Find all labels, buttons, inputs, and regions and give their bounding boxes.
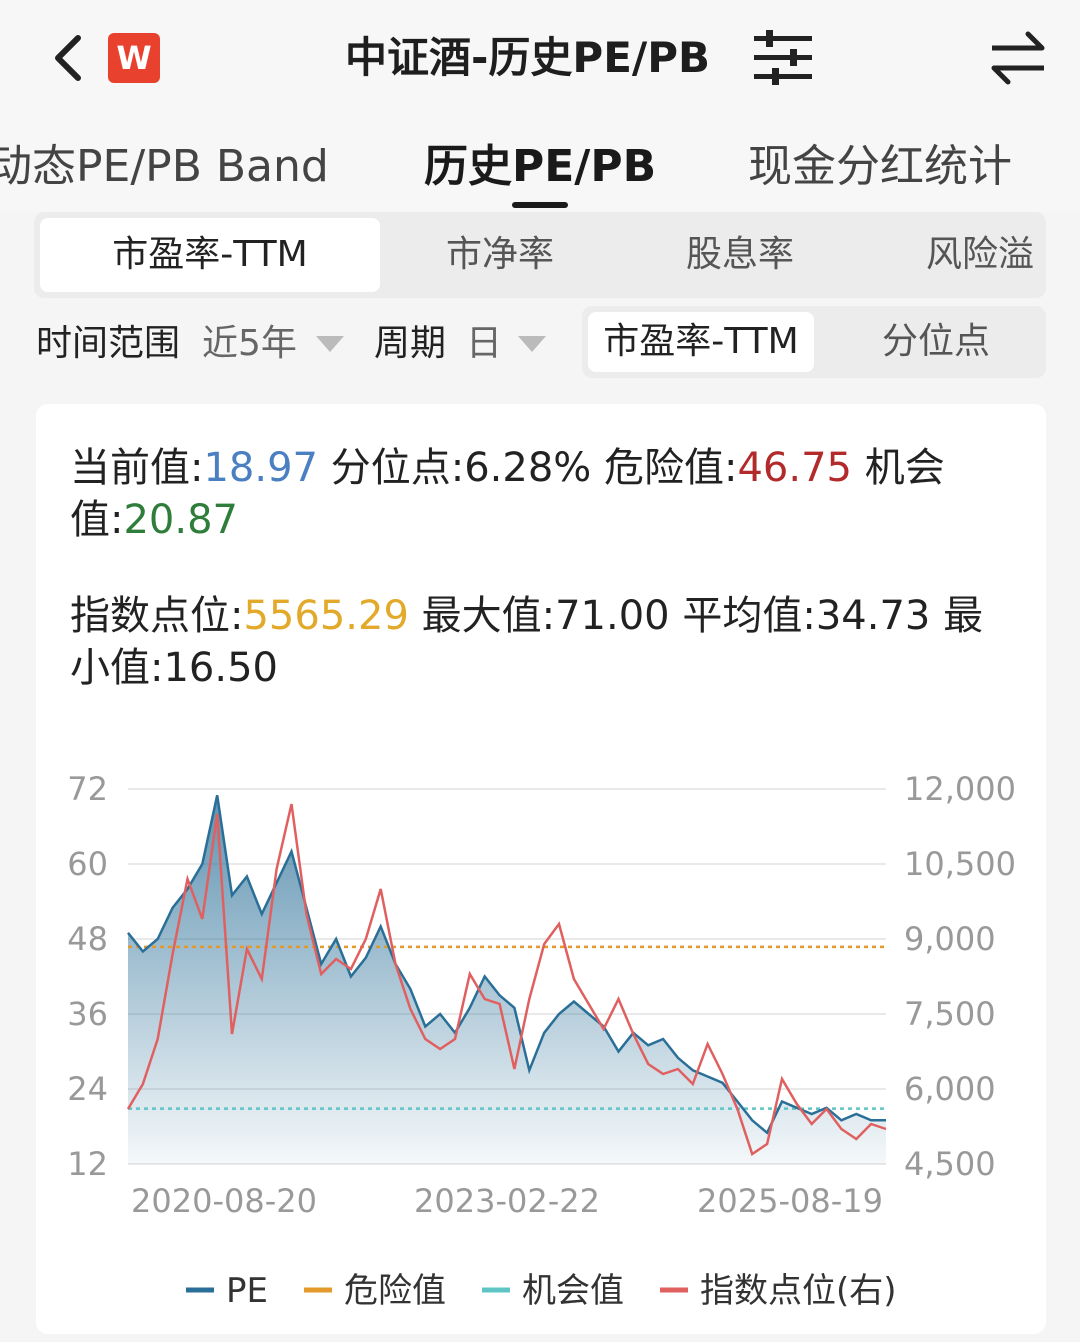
stats-row-1: 当前值:18.97 分位点:6.28% 危险值:46.75 机会值:20.87 — [70, 442, 1020, 546]
pe-series-line — [127, 795, 886, 1135]
index-series-line — [126, 803, 887, 1156]
tab-pb[interactable]: 市净率 — [446, 234, 555, 275]
avg-value: 34.73 — [815, 593, 931, 639]
percentile-label: 分位点: — [330, 445, 465, 491]
legend-opportunity: 机会值 — [522, 1271, 624, 1311]
current-label: 当前值: — [70, 445, 204, 491]
time-range-label: 时间范围 — [36, 323, 181, 364]
max-label: 最大值: — [421, 593, 556, 639]
app-logo: W — [108, 33, 160, 83]
opportunity-label: 机会值: — [70, 445, 945, 543]
period-label: 周期 — [374, 323, 447, 364]
y-right-tick-label: 7,500 — [904, 995, 996, 1033]
x-tick-label: 2020-08-20 — [131, 1182, 317, 1220]
y-left-tick-label: 60 — [67, 845, 108, 883]
y-right-tick-label: 6,000 — [904, 1070, 996, 1108]
min-label: 最小值: — [70, 593, 984, 691]
index-label: 指数点位: — [70, 593, 244, 639]
legend-pe: PE — [226, 1271, 268, 1311]
opportunity-value: 20.87 — [123, 497, 238, 543]
tab-risk-premium[interactable]: 风险溢 — [926, 234, 1035, 275]
stats-row-2: 指数点位:5565.29 最大值:71.00 平均值:34.73 最小值:16.… — [70, 590, 1020, 694]
x-tick-label: 2025-08-19 — [697, 1182, 883, 1220]
filter-row: 时间范围 近5年 周期 日 市盈率-TTM 分位点 — [0, 300, 1080, 390]
y-left-tick-label: 48 — [67, 920, 108, 958]
current-value: 18.97 — [203, 445, 318, 491]
page-title: 中证酒-历史PE/PB — [345, 33, 711, 82]
y-left-tick-label: 12 — [67, 1145, 108, 1183]
tab-cash-dividend[interactable]: 现金分红统计 — [748, 141, 1012, 192]
y-left-tick-label: 24 — [67, 1070, 108, 1108]
navigation-bar: W 中证酒-历史PE/PB — [0, 0, 1080, 118]
y-right-tick-label: 9,000 — [904, 920, 996, 958]
period-select[interactable]: 日 — [466, 323, 503, 364]
pe-area — [128, 795, 886, 1164]
swap-arrows-icon[interactable] — [988, 28, 1048, 88]
y-left-tick-label: 72 — [67, 770, 108, 808]
chevron-left-icon[interactable] — [44, 28, 94, 88]
pe-history-chart[interactable]: 72 60 48 36 24 12 12,000 10,500 9,000 7,500 6,000… — [36, 404, 1046, 1334]
percentile-value: 6.28% — [464, 445, 592, 491]
toggle-percentile[interactable]: 分位点 — [881, 321, 990, 362]
y-right-tick-label: 4,500 — [904, 1145, 996, 1183]
index-value: 5565.29 — [243, 593, 409, 639]
y-left-tick-label: 36 — [67, 995, 108, 1033]
toggle-pe-ttm[interactable]: 市盈率-TTM — [588, 312, 814, 372]
y-right-tick-label: 10,500 — [904, 845, 1016, 883]
avg-label: 平均值: — [682, 593, 816, 639]
max-value: 71.00 — [555, 593, 670, 639]
tab-pe-ttm[interactable]: 市盈率-TTM — [40, 218, 380, 292]
legend-danger: 危险值 — [344, 1271, 446, 1311]
tab-dividend-yield[interactable]: 股息率 — [686, 234, 795, 275]
time-range-select[interactable]: 近5年 — [202, 323, 297, 364]
value-mode-toggle: 市盈率-TTM 分位点 — [582, 306, 1046, 378]
metric-tabs: 市盈率-TTM 市净率 股息率 风险溢 — [34, 212, 1046, 298]
danger-label: 危险值: — [604, 445, 738, 491]
chevron-down-icon[interactable] — [518, 336, 546, 352]
x-tick-label: 2023-02-22 — [414, 1182, 600, 1220]
sliders-icon[interactable] — [752, 30, 814, 86]
valuation-card: 当前值:18.97 分位点:6.28% 危险值:46.75 机会值:20.87 … — [36, 404, 1046, 1334]
min-value: 16.50 — [163, 645, 278, 691]
main-tabs: 动态PE/PB Band 历史PE/PB 现金分红统计 — [0, 118, 1080, 212]
active-tab-indicator — [512, 202, 568, 208]
legend-index: 指数点位(右) — [700, 1271, 897, 1311]
y-right-tick-label: 12,000 — [904, 770, 1016, 808]
chart-legend: PE 危险值 机会值 指数点位(右) — [186, 1271, 897, 1311]
tab-history-pe-pb[interactable]: 历史PE/PB — [424, 141, 657, 192]
chevron-down-icon[interactable] — [316, 336, 344, 352]
tab-dynamic-pe-pb-band[interactable]: 动态PE/PB Band — [0, 141, 329, 192]
danger-value: 46.75 — [737, 445, 852, 491]
